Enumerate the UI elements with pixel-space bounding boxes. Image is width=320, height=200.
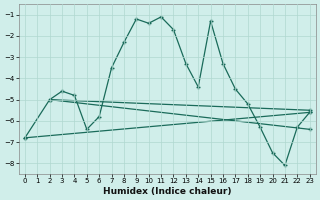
X-axis label: Humidex (Indice chaleur): Humidex (Indice chaleur) <box>103 187 232 196</box>
